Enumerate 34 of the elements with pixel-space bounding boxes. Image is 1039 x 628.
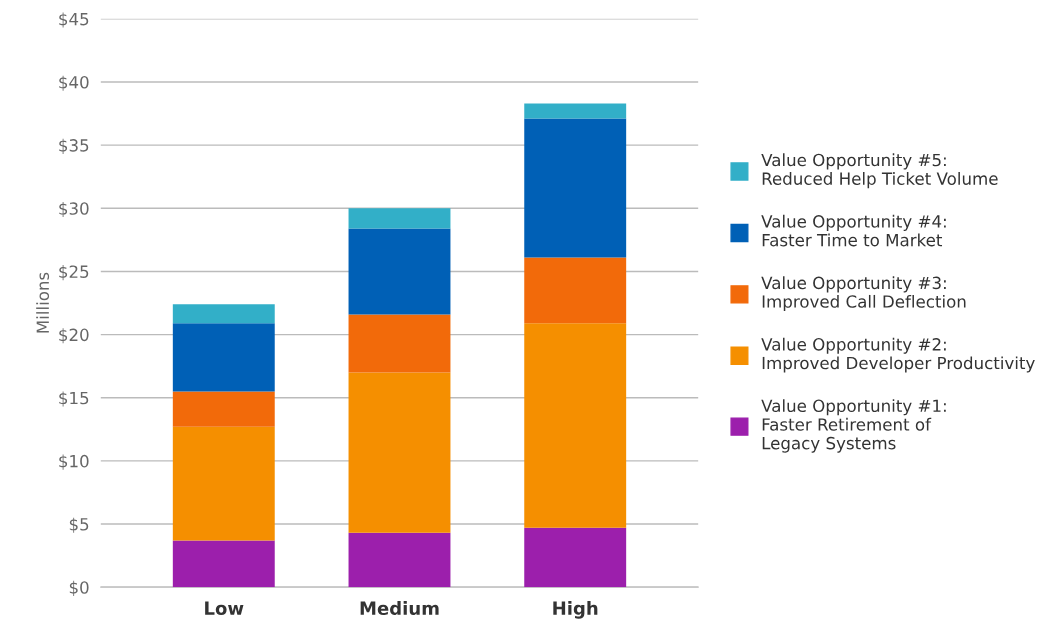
bar [524, 257, 627, 324]
y-tick-label: $0 [69, 580, 89, 596]
legend-label: Value Opportunity #4: Faster Time to Market [761, 214, 946, 247]
y-tick-label: $15 [59, 391, 89, 407]
y-tick-label: $20 [59, 328, 89, 344]
y-tick-label: $5 [69, 517, 89, 533]
x-tick-label: High [553, 601, 598, 619]
bar [172, 304, 275, 324]
bar [524, 323, 627, 528]
bar [172, 391, 275, 427]
legend-label: Value Opportunity #5: Reduced Help Ticket Volume [761, 153, 998, 189]
bar [172, 426, 275, 541]
bar [348, 314, 451, 373]
y-tick-label: $10 [59, 454, 89, 470]
bar [348, 228, 451, 315]
bar [348, 208, 451, 229]
bar [172, 540, 275, 588]
bar [348, 532, 451, 588]
legend-label: Value Opportunity #3: Improved Call Deflection [761, 276, 966, 312]
bar [348, 372, 451, 533]
y-tick-label: $25 [59, 265, 89, 281]
y-tick-label: $40 [59, 75, 89, 91]
bar [172, 323, 275, 392]
y-tick-label: $35 [59, 138, 89, 154]
legend-label: Value Opportunity #1: Faster Retirement of Legacy Systems [761, 399, 946, 453]
x-tick-label: Low [205, 601, 244, 616]
legend-label: Value Opportunity #2: Improved Developer Productivity [761, 337, 1035, 373]
bar [524, 103, 627, 119]
x-tick-label: Medium [360, 601, 439, 616]
bar [524, 527, 627, 588]
bar [524, 118, 627, 258]
y-tick-label: $45 [59, 12, 89, 28]
y-tick-label: $30 [59, 201, 89, 218]
y-axis-title: Millions [36, 272, 50, 333]
